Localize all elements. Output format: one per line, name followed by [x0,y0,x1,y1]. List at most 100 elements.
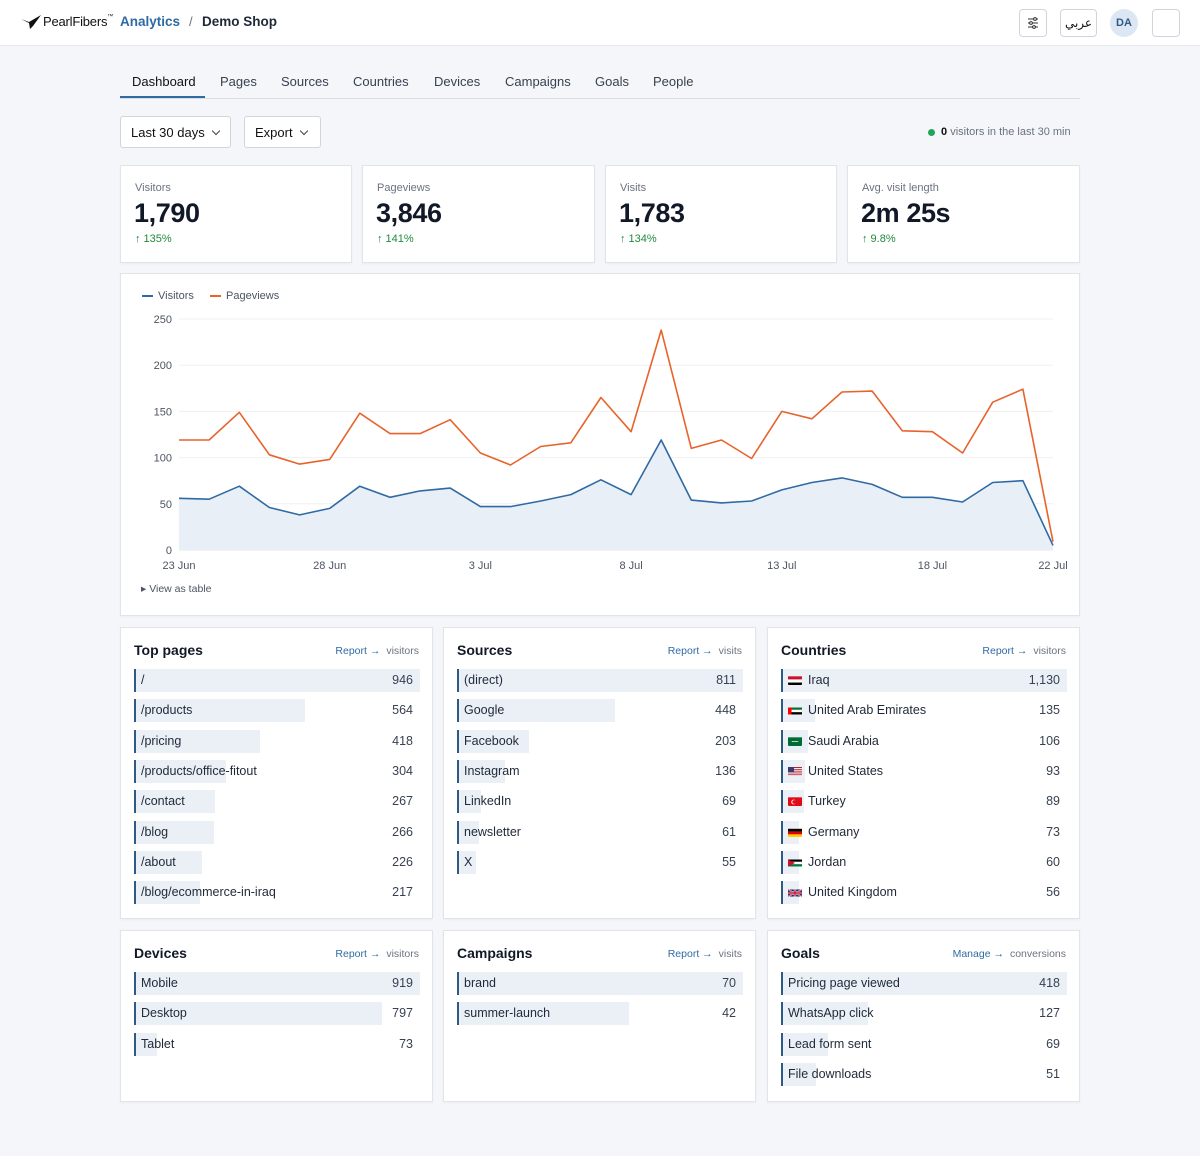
row-label-text: Lead form sent [788,1036,872,1051]
data-point-pageviews [839,389,845,395]
list-item[interactable]: brand 70 [457,972,743,995]
list-item[interactable]: /blog/ecommerce-in-iraq 217 [134,881,420,905]
data-point-visitors [929,494,935,500]
bird-logo-icon[interactable] [20,14,42,30]
row-edge [134,820,136,844]
metric-label: visits [718,645,742,657]
row-label: /contact [141,794,185,808]
stat-card-visit-length[interactable]: Avg. visit length 2m 25s ↑ 9.8% [847,165,1080,263]
report-link[interactable]: Report → [982,645,1028,657]
report-link[interactable]: Report → [335,948,381,960]
list-item[interactable]: /contact 267 [134,790,420,814]
tab-devices[interactable]: Devices [434,74,481,89]
row-label-text: LinkedIn [464,794,512,809]
row-label: /products [141,703,192,717]
list-item[interactable]: Desktop 797 [134,1002,420,1026]
row-label: summer-launch [464,1006,550,1020]
metric-label: conversions [1009,948,1066,960]
legend-item-pageviews[interactable]: Pageviews [210,290,279,302]
row-value: 136 [715,763,736,778]
report-link[interactable]: Report → [335,645,381,657]
tab-dashboard[interactable]: Dashboard [132,74,196,89]
list-item[interactable]: /pricing 418 [134,729,420,753]
row-bar [457,729,529,753]
tab-sources[interactable]: Sources [281,74,329,89]
list-item[interactable]: Google 448 [457,699,743,723]
list-item[interactable]: Pricing page viewed 418 [781,972,1067,995]
data-point-pageviews [206,437,212,443]
legend-item-visitors[interactable]: Visitors [142,290,194,302]
list-item[interactable]: Jordan 60 [781,850,1067,874]
list-item[interactable]: Turkey 89 [781,790,1067,814]
list-item[interactable]: /about 226 [134,850,420,874]
list-item[interactable]: File downloads 51 [781,1062,1067,1086]
list-item[interactable]: Mobile 919 [134,972,420,995]
row-label-text: /contact [141,794,185,809]
list-item[interactable]: /blog 266 [134,820,420,844]
moon-icon [1161,18,1170,28]
stat-card-visitors[interactable]: Visitors 1,790 ↑ 135% [120,165,352,263]
stat-card-visits[interactable]: Visits 1,783 ↑ 134% [605,165,837,263]
list-item[interactable]: (direct) 811 [457,669,743,692]
data-point-pageviews [297,461,303,467]
data-point-pageviews [357,410,363,416]
list-item[interactable]: / 946 [134,669,420,692]
row-edge [457,790,459,814]
row-label: LinkedIn [464,794,511,808]
settings-button[interactable] [1019,9,1047,37]
report-link[interactable]: Report → [667,645,713,657]
stat-value: 1,783 [619,198,685,228]
theme-toggle-button[interactable] [1152,9,1180,37]
language-button[interactable]: عربي [1060,9,1097,37]
list-item[interactable]: Instagram 136 [457,759,743,783]
site-name[interactable]: Demo Shop [202,14,278,29]
row-edge [457,850,459,874]
list-item[interactable]: X 55 [457,850,743,874]
list-item[interactable]: WhatsApp click 127 [781,1002,1067,1026]
row-label: Lead form sent [788,1037,871,1051]
metric-label: visitors [1033,645,1066,657]
list-item[interactable]: Tablet 73 [134,1032,420,1056]
x-tick-label: 22 Jul [1038,560,1067,572]
report-link[interactable]: Report → [667,948,713,960]
export-button[interactable]: Export [244,116,321,148]
tab-pages[interactable]: Pages [220,74,257,89]
row-bar [134,850,203,874]
list-item[interactable]: Facebook 203 [457,729,743,753]
row-bar [457,850,477,874]
product-name[interactable]: Analytics [120,14,181,29]
brand-name[interactable]: PearlFibers™ [43,14,114,29]
row-label-text: Instagram [464,763,520,778]
stat-delta: ↑ 9.8% [862,233,896,245]
tab-goals[interactable]: Goals [595,74,629,89]
list-item[interactable]: Iraq 1,130 [781,669,1067,692]
list-item[interactable]: United Kingdom 56 [781,881,1067,905]
list-item[interactable]: Germany 73 [781,820,1067,844]
row-label-text: Saudi Arabia [808,733,879,748]
row-value: 418 [1039,976,1060,990]
x-tick-label: 3 Jul [469,560,492,572]
row-edge [781,1032,783,1056]
list-item[interactable]: Lead form sent 69 [781,1032,1067,1056]
view-as-table-toggle[interactable]: ▸ View as table [141,583,212,595]
manage-link[interactable]: Manage → [952,948,1004,960]
tab-people[interactable]: People [653,74,694,89]
data-point-pageviews [960,450,966,456]
stat-card-pageviews[interactable]: Pageviews 3,846 ↑ 141% [362,165,595,263]
list-item[interactable]: newsletter 61 [457,820,743,844]
tab-countries[interactable]: Countries [353,74,409,89]
list-item[interactable]: /products/office-fitout 304 [134,759,420,783]
list-item[interactable]: summer-launch 42 [457,1002,743,1026]
date-range-select[interactable]: Last 30 days [120,116,231,148]
line-chart[interactable]: 0 50 100 150 200 250 23 Jun 28 Jun 3 Jul 8 Jul 13 … [121,274,1079,574]
avatar[interactable]: DA [1110,9,1138,37]
stat-delta: ↑ 141% [377,233,414,245]
list-item[interactable]: Saudi Arabia 106 [781,729,1067,753]
data-point-visitors [327,505,333,511]
tab-campaigns[interactable]: Campaigns [505,74,571,89]
list-item[interactable]: United Arab Emirates 135 [781,699,1067,723]
list-item[interactable]: /products 564 [134,699,420,723]
list-item[interactable]: United States 93 [781,759,1067,783]
list-item[interactable]: LinkedIn 69 [457,790,743,814]
row-bar [134,699,305,723]
